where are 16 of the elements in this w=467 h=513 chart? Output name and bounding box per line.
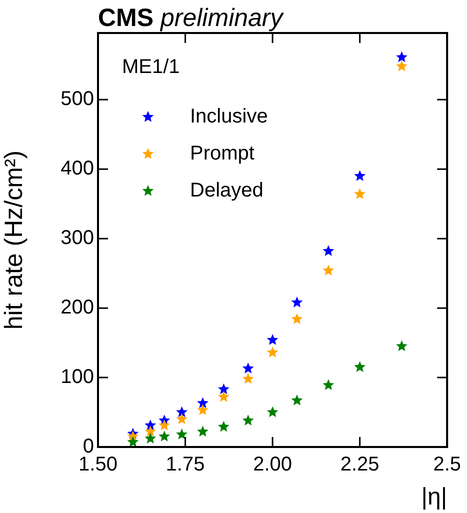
y-tick-label: 100 xyxy=(60,366,94,388)
y-axis-title: hit rate (Hz/cm²) xyxy=(0,150,28,330)
x-axis-title: |η| xyxy=(421,484,448,511)
x-tick-label: 1.75 xyxy=(166,454,205,476)
y-tick-label: 200 xyxy=(60,296,94,319)
chart-title: CMS preliminary xyxy=(98,4,284,32)
x-tick-label: 2.5 xyxy=(433,454,462,476)
y-tick-label: 400 xyxy=(60,158,94,180)
legend-label: Delayed xyxy=(190,180,264,202)
legend-label: Prompt xyxy=(190,142,255,165)
y-tick-label: 300 xyxy=(60,227,94,250)
y-tick-label: 500 xyxy=(60,88,94,110)
legend-label: Inclusive xyxy=(190,106,268,128)
x-tick-label: 2.25 xyxy=(340,454,380,476)
annotation: ME1/1 xyxy=(122,56,180,78)
x-tick-label: 2.00 xyxy=(253,454,292,476)
